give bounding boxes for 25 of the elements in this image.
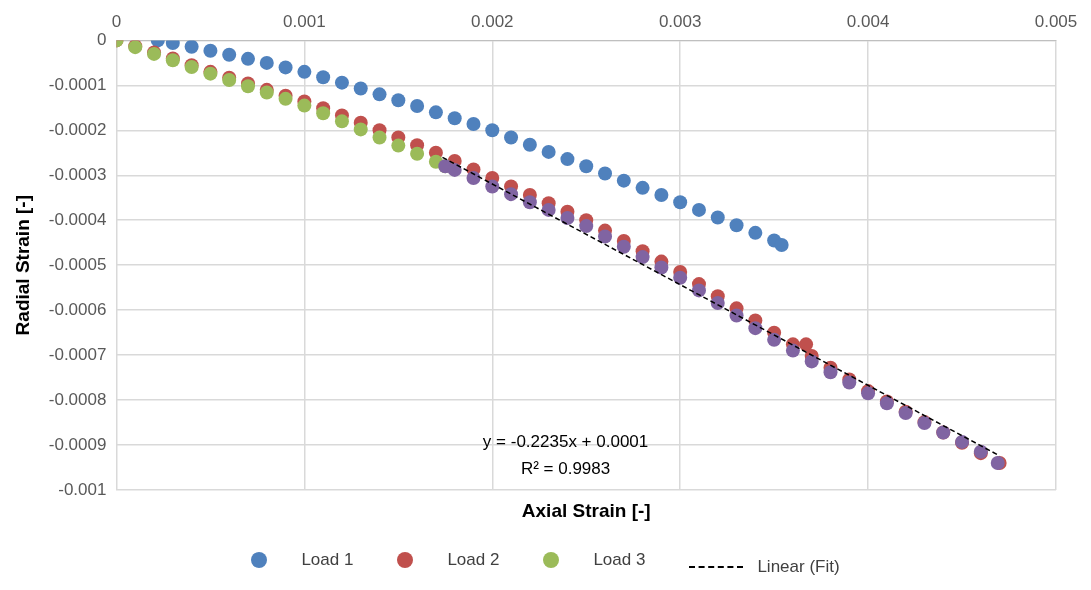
x-tick-label: 0.003 xyxy=(658,11,702,31)
y-tick-label: -0.0004 xyxy=(48,209,107,229)
y-tick-label: -0.0001 xyxy=(48,75,107,95)
x-tick-label: 0 xyxy=(111,11,122,31)
y-tick-label: -0.0002 xyxy=(48,120,107,140)
x-tick-label: 0.005 xyxy=(1034,11,1078,31)
y-tick-label: -0.0003 xyxy=(48,164,107,184)
y-tick-label: -0.0008 xyxy=(48,389,107,409)
x-axis-title: Axial Strain [-] xyxy=(521,500,651,522)
annotation: R² = 0.9983 xyxy=(520,459,611,479)
y-axis-title: Radial Strain [-] xyxy=(11,195,33,336)
y-tick-label: -0.0007 xyxy=(48,344,107,364)
y-tick-label: -0.0009 xyxy=(48,434,107,454)
y-tick-label: -0.001 xyxy=(58,479,107,499)
legend-label: Load 1 xyxy=(301,549,354,571)
legend-label: Load 2 xyxy=(447,549,500,571)
annotation: y = -0.2235x + 0.0001 xyxy=(482,431,649,451)
x-tick-label: 0.004 xyxy=(846,11,890,31)
x-tick-label: 0.001 xyxy=(283,11,326,31)
y-tick-label: 0 xyxy=(96,30,107,50)
legend-label: Load 3 xyxy=(593,549,646,571)
y-tick-label: -0.0006 xyxy=(48,299,107,319)
legend-label: Linear (Fit) xyxy=(757,556,840,578)
x-tick-label: 0.002 xyxy=(471,11,514,31)
y-tick-label: -0.0005 xyxy=(48,254,107,274)
